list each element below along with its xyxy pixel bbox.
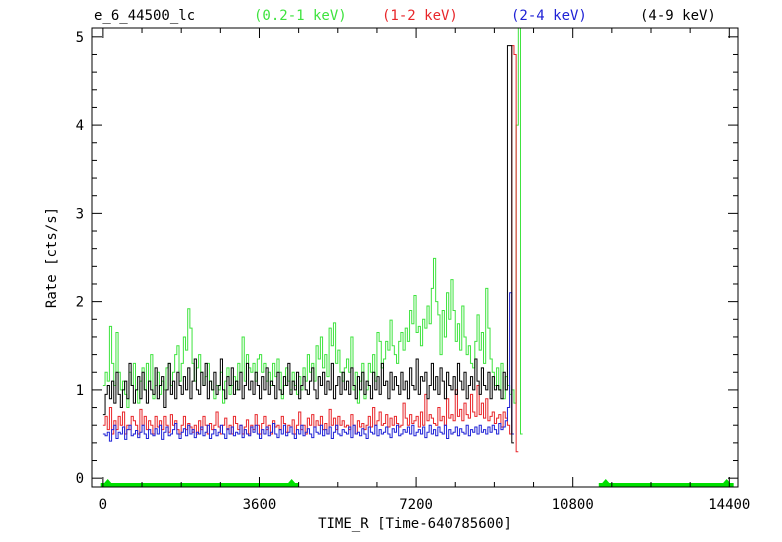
axis-ticks (92, 28, 738, 487)
gti-end-marker-1 (719, 479, 734, 487)
y-tick-label: 5 (76, 30, 84, 46)
x-tick-label: 0 (99, 497, 107, 513)
y-tick-label: 3 (76, 206, 84, 222)
series-medium-band (102, 45, 519, 453)
plot-frame (91, 27, 739, 488)
good-time-intervals (100, 479, 734, 487)
series-hard-band (102, 292, 514, 442)
series-very-hard-band (102, 45, 514, 444)
x-axis-label: TIME_R [Time-640785600] (318, 516, 512, 532)
series-lines (102, 27, 523, 453)
band-label-soft: (0.2-1 keV) (254, 8, 347, 24)
band-label-very-hard: (4-9 keV) (640, 8, 716, 24)
gti-end-marker-0 (284, 479, 299, 487)
y-tick-label: 1 (76, 383, 84, 399)
gti-start-marker-0 (100, 479, 115, 487)
y-axis-label: Rate [cts/s] (44, 207, 60, 308)
y-tick-label: 0 (76, 471, 84, 487)
tick-labels: 0 3600 7200 10800 14400 0 1 2 3 4 5 (76, 30, 751, 513)
gti-bar-1 (598, 483, 734, 487)
y-tick-label: 2 (76, 295, 84, 311)
x-tick-label: 14400 (708, 497, 750, 513)
gti-bar-0 (100, 483, 299, 487)
series-soft-band (102, 27, 523, 435)
x-tick-label: 7200 (399, 497, 433, 513)
band-label-medium: (1-2 keV) (382, 8, 458, 24)
band-label-hard: (2-4 keV) (511, 8, 587, 24)
y-tick-label: 4 (76, 118, 84, 134)
x-tick-label: 10800 (552, 497, 594, 513)
x-tick-label: 3600 (243, 497, 277, 513)
gti-start-marker-1 (598, 479, 613, 487)
source-id-label: e_6_44500_lc (94, 8, 195, 24)
